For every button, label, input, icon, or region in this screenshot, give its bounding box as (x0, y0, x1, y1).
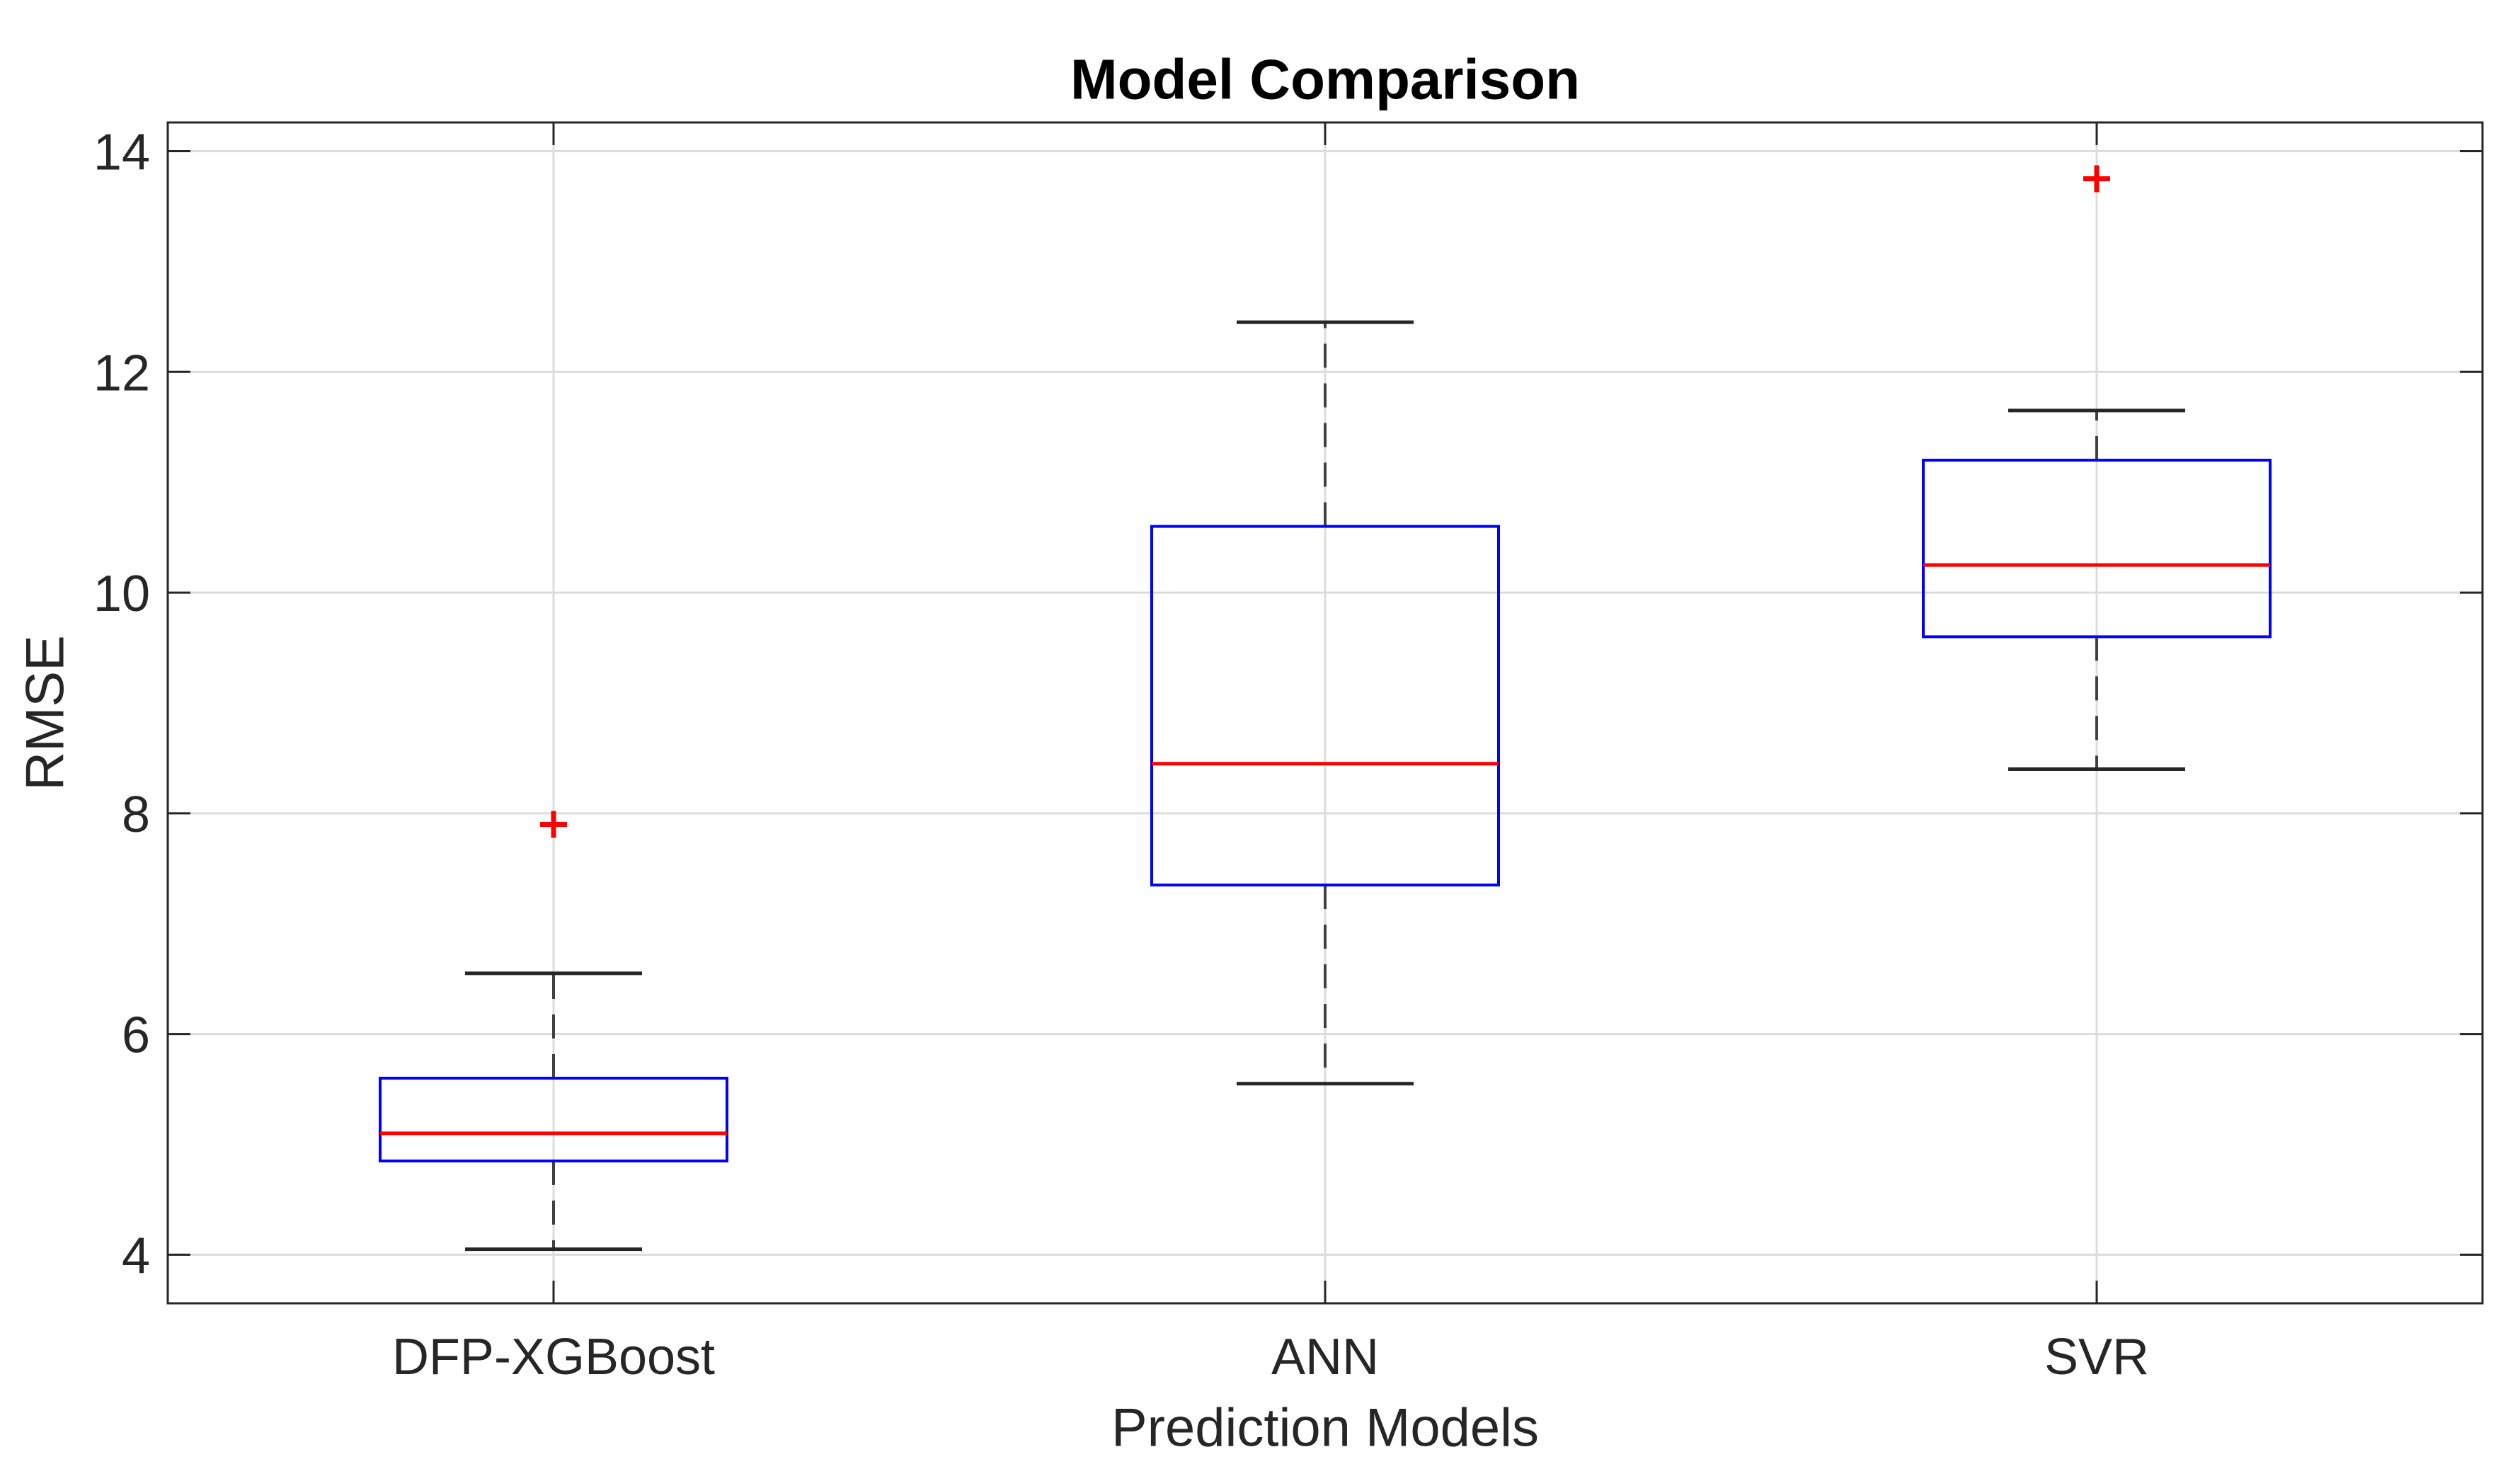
chart-title: Model Comparison (1070, 48, 1580, 111)
y-tick-label-14: 14 (93, 125, 150, 181)
box-layer (379, 165, 2272, 1252)
outlier-marker (2083, 165, 2110, 193)
boxplot-SVR (1922, 165, 2272, 772)
axis-layer (166, 121, 2484, 1305)
y-tick-label-8: 8 (122, 787, 150, 843)
y-tick-label-6: 6 (122, 1007, 150, 1064)
label-layer: 4 6 8 10 12 14 DFP-XGBoost ANN SVR (93, 125, 2149, 1385)
iqr-box (1150, 525, 1500, 887)
grid-layer (168, 122, 2482, 1303)
y-tick-label-12: 12 (93, 345, 150, 401)
x-category-label-ANN: ANN (1271, 1329, 1379, 1385)
iqr-box (379, 1076, 728, 1162)
boxplot-DFP-XGBoost (379, 811, 728, 1252)
y-tick-label-10: 10 (93, 566, 150, 622)
y-tick-label-4: 4 (122, 1228, 150, 1284)
boxplot-ANN (1150, 320, 1500, 1086)
x-category-label-DFP-XGBoost: DFP-XGBoost (392, 1329, 715, 1385)
iqr-box (1922, 459, 2272, 639)
y-axis-label: RMSE (16, 635, 76, 791)
x-category-label-SVR: SVR (2044, 1329, 2149, 1385)
x-axis-label: Prediction Models (1111, 1398, 1539, 1458)
axes-box (166, 121, 2484, 1305)
outlier-marker (540, 811, 567, 838)
